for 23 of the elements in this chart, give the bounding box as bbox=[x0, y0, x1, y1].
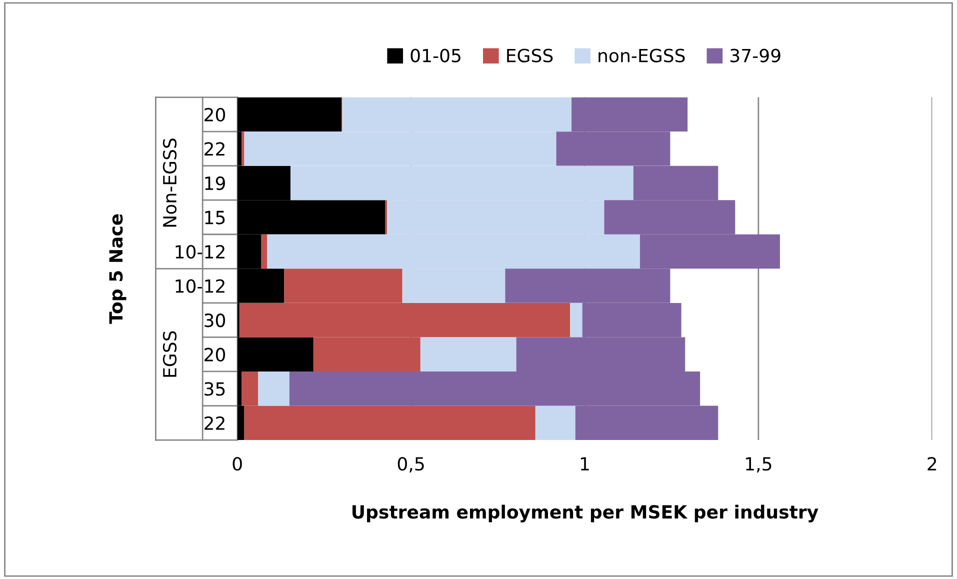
x-tick-label: 1 bbox=[580, 457, 589, 470]
y-tick-label: 10-12 bbox=[176, 279, 224, 293]
x-tick-label: 0,5 bbox=[398, 457, 424, 473]
x-tick-label: 1,5 bbox=[746, 457, 772, 473]
y-tick-label: 35 bbox=[204, 382, 225, 396]
x-tick-label: 0 bbox=[232, 457, 242, 471]
y-tick-label: 10-12 bbox=[176, 244, 224, 259]
y-axis-title: Top 5 Nace bbox=[109, 214, 126, 324]
legend-label: EGSS bbox=[507, 48, 553, 62]
y-tick-label: 15 bbox=[205, 210, 225, 224]
x-axis-title: Upstream employment per MSEK per industry bbox=[352, 504, 818, 522]
legend-label: 37-99 bbox=[730, 48, 780, 62]
legend-label: 01-05 bbox=[410, 48, 460, 62]
y-tick-label: 22 bbox=[204, 142, 224, 156]
y-tick-label: 20 bbox=[204, 108, 226, 122]
x-tick-label: 2 bbox=[928, 457, 936, 470]
y-tick-label: 30 bbox=[204, 314, 226, 328]
y-tick-label: 22 bbox=[204, 416, 224, 430]
legend-label: non-EGSS bbox=[598, 48, 685, 62]
text: Non-EGSS bbox=[162, 138, 177, 227]
text: EGSS bbox=[162, 331, 177, 377]
y-tick-label: 20 bbox=[204, 348, 226, 362]
y-tick-label: 19 bbox=[205, 176, 225, 190]
